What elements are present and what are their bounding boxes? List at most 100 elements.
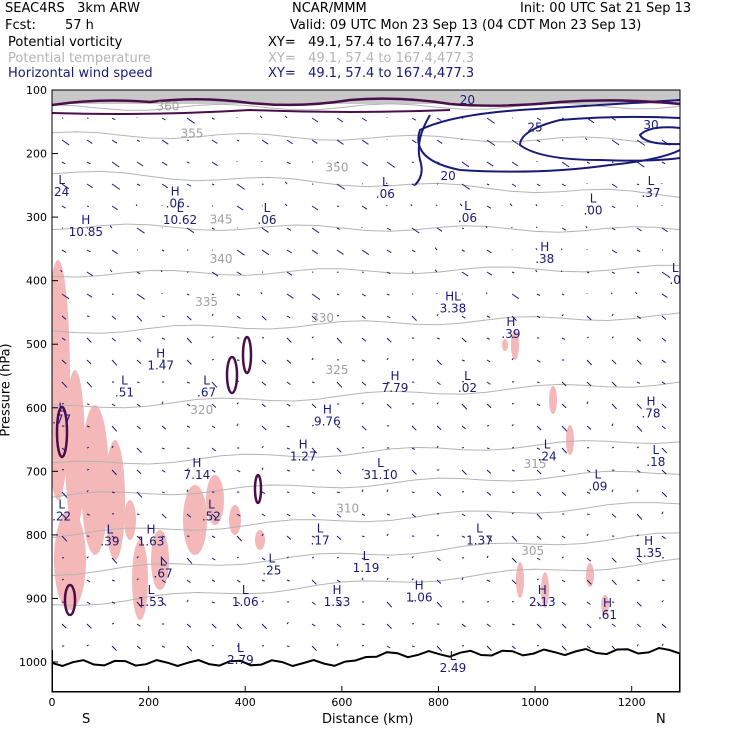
wind-speed-label: 20: [460, 93, 475, 107]
wind-vector: [461, 359, 465, 362]
wind-vector: [611, 183, 618, 188]
wind-vector: [111, 622, 115, 625]
theta-contour-line: [52, 131, 680, 145]
pv-extremum-kind: H: [81, 213, 90, 227]
wind-vector: [536, 359, 541, 363]
pv-extremum-value: 2.79: [227, 653, 254, 667]
wind-vector: [661, 447, 668, 454]
wind-vector: [586, 205, 590, 208]
wind-vector: [436, 381, 441, 386]
wind-vector: [211, 139, 218, 144]
wind-vector: [661, 161, 666, 165]
wind-vector: [561, 469, 566, 473]
theta-contour-label: 350: [326, 160, 349, 174]
wind-vector: [61, 315, 67, 320]
field-name-wind: Horizontal wind speed: [8, 66, 153, 81]
wind-vector: [61, 359, 67, 365]
wind-vector: [611, 249, 618, 254]
wind-vector: [561, 381, 567, 387]
wind-vector: [661, 579, 665, 582]
wind-vector: [186, 117, 195, 124]
theta-contour-line: [52, 102, 680, 111]
field-name-theta: Potential temperature: [8, 51, 151, 66]
wind-vector: [461, 183, 470, 190]
wind-vector: [661, 623, 667, 629]
wind-vector: [211, 227, 215, 230]
pv-extremum-value: .61: [598, 608, 617, 622]
pv-extremum-kind: L: [590, 192, 597, 206]
forecast-label: Fcst:: [5, 18, 36, 33]
wind-vector: [386, 381, 390, 384]
wind-vector: [636, 381, 641, 384]
wind-vector: [361, 577, 364, 581]
pv-shaded-region: [255, 530, 265, 550]
wind-vector: [486, 403, 492, 409]
wind-vector: [186, 205, 190, 208]
pv-shaded-region: [151, 530, 169, 590]
wind-vector: [336, 227, 340, 230]
wind-vector: [636, 359, 642, 365]
wind-vector: [486, 249, 492, 254]
wind-vector: [361, 402, 364, 405]
wind-vector: [261, 600, 264, 603]
wind-vector: [636, 513, 643, 520]
wind-vector: [261, 533, 264, 537]
wind-vector: [535, 248, 538, 251]
wind-vector: [361, 644, 365, 647]
wind-vector: [336, 601, 342, 607]
wind-vector: [411, 578, 414, 581]
wind-vector: [261, 425, 267, 431]
pv-extremum-kind: L: [237, 641, 244, 655]
wind-vector-layer: [60, 115, 671, 652]
pv-shaded-region: [566, 425, 574, 455]
wind-vector: [286, 227, 292, 231]
wind-contour-30: [638, 126, 680, 146]
wind-vector: [486, 205, 492, 209]
wind-vector: [511, 645, 516, 650]
wind-vector: [86, 139, 93, 144]
pv-extremum-kind: L: [107, 523, 114, 537]
wind-vector: [586, 469, 591, 473]
wind-vector: [386, 315, 391, 319]
wind-vector: [436, 313, 439, 317]
wind-vector: [636, 249, 641, 253]
wind-vector: [386, 249, 392, 254]
wind-vector: [361, 337, 367, 342]
wind-vector: [61, 402, 64, 405]
wind-vector: [86, 205, 89, 208]
pv-extremum-value: 1.53: [138, 595, 165, 609]
wind-vector: [136, 535, 142, 541]
field-xy-theta: XY= 49.1, 57.4 to 167.4,477.3: [268, 51, 475, 66]
wind-vector: [186, 359, 192, 365]
wind-vector: [261, 579, 265, 582]
pv-extremum-value: 1.47: [147, 359, 174, 373]
wind-vector: [561, 447, 568, 454]
pv-extremum-kind: L: [450, 649, 457, 663]
pv-extremum-value: 9.76: [314, 415, 341, 429]
wind-vector: [411, 513, 417, 518]
wind-vector: [186, 183, 192, 187]
wind-vector: [336, 183, 346, 190]
wind-vector: [236, 556, 239, 559]
wind-vector: [286, 621, 289, 625]
wind-vector: [586, 401, 589, 405]
wind-vector: [261, 445, 264, 449]
wind-vector: [661, 600, 664, 603]
wind-vector: [86, 249, 91, 253]
theta-contour-label: 315: [524, 457, 547, 471]
pv-extremum-kind: L: [264, 201, 271, 215]
theta-contour-label: 345: [210, 212, 233, 226]
wind-vector: [211, 557, 216, 561]
wind-vector: [86, 381, 93, 388]
wind-vector: [386, 227, 392, 231]
wind-vector: [111, 183, 121, 190]
wind-vector: [211, 336, 214, 339]
wind-vector: [261, 403, 266, 408]
pv-contour-closed: [253, 473, 263, 505]
wind-vector: [111, 139, 118, 144]
wind-vector: [186, 645, 193, 652]
wind-vector: [535, 204, 538, 207]
wind-vector: [611, 403, 617, 410]
wind-vector: [109, 269, 113, 273]
pv-contour-tropopause: [52, 97, 680, 107]
